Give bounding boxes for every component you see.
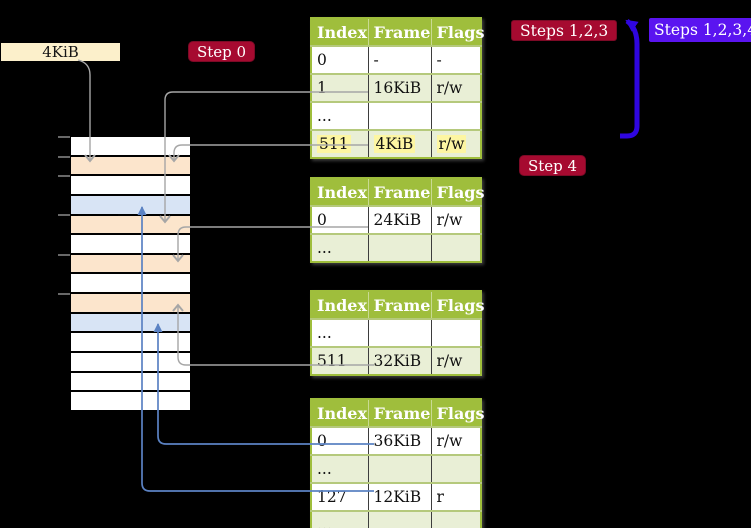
table-row: 1 16KiB r/w [311, 73, 481, 102]
table-cell: ... [311, 101, 368, 130]
memory-frame-row-white [71, 372, 190, 391]
table-cell: 12KiB [367, 482, 431, 511]
table-cell [430, 101, 481, 130]
table-cell [430, 454, 481, 483]
steps-1234-badge: Steps 1,2,3,4 [649, 18, 751, 42]
table-row: ... [311, 101, 481, 130]
column-header: Frame [367, 178, 431, 206]
memory-frame-row-white [71, 235, 190, 253]
memory-frame-row-white [71, 176, 190, 194]
memory-frame-row-blue [71, 313, 190, 332]
table-cell [367, 454, 431, 483]
highlighted-value: r/w [436, 135, 467, 153]
highlighted-value: 511 [317, 135, 351, 153]
table-header-row: Index Frame Flags [311, 291, 485, 319]
column-header: Flags [430, 291, 485, 319]
column-header: Flags [430, 178, 485, 206]
table-cell [367, 233, 431, 262]
table-cell: 4KiB [367, 129, 431, 158]
table-row: 0 36KiB r/w [311, 426, 481, 455]
table-row: ... [311, 454, 481, 483]
memory-frame-row-peach [71, 294, 190, 312]
table-cell: ... [311, 318, 368, 347]
step-4-badge: Step 4 [519, 155, 587, 176]
table-header-row: Index Frame Flags [311, 399, 485, 427]
table-cell: - [430, 45, 481, 74]
column-header: Frame [367, 18, 431, 46]
steps-123-badge: Steps 1,2,3 [511, 20, 618, 41]
memory-column [71, 137, 190, 410]
table-cell: 16KiB [367, 73, 431, 102]
table-cell: r/w [430, 129, 481, 158]
table-cell: ... [311, 510, 368, 528]
memory-frame-row-white [71, 137, 190, 155]
table-row: ... [311, 233, 481, 262]
table-cell: 0 [311, 205, 368, 234]
column-header: Frame [367, 291, 431, 319]
step-0-badge: Step 0 [188, 41, 256, 62]
table-row: 127 12KiB r [311, 482, 481, 511]
table-cell: 511 [311, 129, 368, 158]
table-cell [367, 510, 431, 528]
table-cell: 127 [311, 482, 368, 511]
table-cell: ... [311, 454, 368, 483]
table-cell: 511 [311, 346, 368, 375]
table-cell [430, 510, 481, 528]
table-cell: r [430, 482, 481, 511]
memory-frame-row-peach [71, 215, 190, 234]
table-row: ... [311, 318, 481, 347]
table-cell: 1 [311, 73, 368, 102]
column-header: Flags [430, 399, 485, 427]
table-cell: r/w [430, 426, 481, 455]
table-row: 511 32KiB r/w [311, 346, 481, 375]
table-cell: 0 [311, 426, 368, 455]
table-cell: 24KiB [367, 205, 431, 234]
memory-frame-row-white [71, 274, 190, 293]
memory-frame-row-peach [71, 254, 190, 273]
memory-frame-row-white [71, 353, 190, 371]
steps-loop-arrow [620, 18, 640, 139]
table-header-row: Index Frame Flags [311, 178, 485, 206]
column-header: Frame [367, 399, 431, 427]
table-cell: r/w [430, 205, 481, 234]
memory-ticks [58, 136, 70, 295]
column-header: Index [311, 399, 368, 427]
table-cell: - [367, 45, 431, 74]
column-header: Index [311, 291, 368, 319]
table-cell [430, 233, 481, 262]
table-cell: r/w [430, 346, 481, 375]
column-header: Flags [430, 18, 485, 46]
table-cell: r/w [430, 73, 481, 102]
table-cell [430, 318, 481, 347]
table-cell [367, 318, 431, 347]
highlighted-value: 4KiB [373, 135, 416, 153]
table-row: 0 24KiB r/w [311, 205, 481, 234]
table-row: ... [311, 510, 481, 528]
page-size-label: 4KiB [1, 43, 120, 61]
table-header-row: Index Frame Flags [311, 18, 485, 46]
table-row: 0-- [311, 45, 481, 74]
table-cell: 36KiB [367, 426, 431, 455]
table-cell: 32KiB [367, 346, 431, 375]
column-header: Index [311, 18, 368, 46]
table-cell: ... [311, 233, 368, 262]
page-table-level-third: Index Frame Flags... 511 32KiB r/w [310, 290, 485, 376]
page-table-level-top: Index Frame Flags 0- -1 16KiB r/w... 511 4KiB r/w [310, 17, 485, 159]
column-header: Index [311, 178, 368, 206]
table-cell [367, 101, 431, 130]
memory-frame-row-white [71, 333, 190, 352]
table-cell: 0 [311, 45, 368, 74]
table-row: 511 4KiB r/w [311, 129, 481, 158]
page-table-level-second: Index Frame Flags 0 24KiB r/w... [310, 177, 485, 263]
memory-frame-row-blue [71, 195, 190, 214]
memory-frame-row-white [71, 392, 190, 410]
page-table-level-bottom: Index Frame Flags 0 36KiB r/w... 127 12KiB r... [310, 398, 485, 528]
memory-frame-row-peach [71, 156, 190, 175]
